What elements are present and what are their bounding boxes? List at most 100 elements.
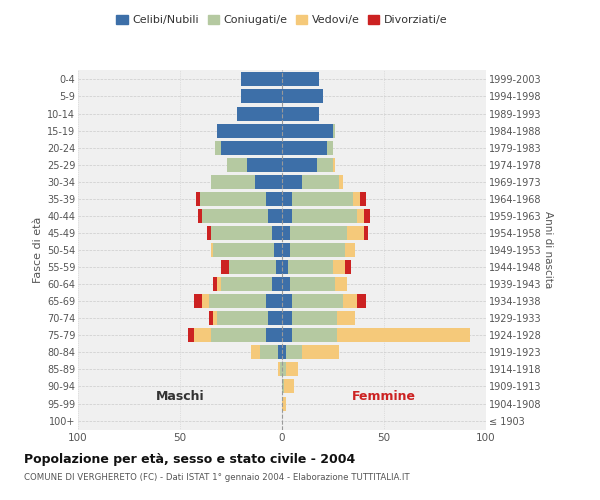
Bar [282,277,290,291]
Bar [339,175,343,188]
Bar [280,362,282,376]
Bar [221,260,229,274]
Text: Maschi: Maschi [155,390,205,403]
Bar [337,312,355,325]
Bar [206,226,211,240]
Bar [229,260,276,274]
Bar [282,124,333,138]
Bar [272,277,282,291]
Text: Popolazione per età, sesso e stato civile - 2004: Popolazione per età, sesso e stato civil… [24,452,355,466]
Bar [282,328,292,342]
Bar [364,226,368,240]
Bar [227,158,247,172]
Bar [217,124,282,138]
Bar [196,192,200,206]
Bar [282,243,290,257]
Bar [282,346,286,360]
Bar [282,294,292,308]
Bar [212,277,217,291]
Bar [241,90,282,104]
Bar [282,72,319,86]
Bar [200,192,266,206]
Bar [278,346,282,360]
Bar [345,260,352,274]
Bar [202,294,209,308]
Bar [194,294,202,308]
Bar [209,294,266,308]
Bar [268,209,282,223]
Bar [333,260,345,274]
Bar [282,209,292,223]
Bar [266,328,282,342]
Bar [237,106,282,120]
Bar [290,277,335,291]
Bar [333,158,335,172]
Bar [282,106,319,120]
Bar [290,243,345,257]
Bar [284,380,294,394]
Bar [364,209,370,223]
Bar [302,175,339,188]
Bar [276,260,282,274]
Bar [199,209,202,223]
Bar [282,226,290,240]
Bar [282,312,292,325]
Legend: Celibi/Nubili, Coniugati/e, Vedovi/e, Divorziati/e: Celibi/Nubili, Coniugati/e, Vedovi/e, Di… [112,10,452,30]
Bar [282,90,323,104]
Bar [211,226,272,240]
Bar [347,226,364,240]
Bar [292,209,358,223]
Bar [211,243,212,257]
Bar [256,175,282,188]
Bar [221,140,282,154]
Bar [278,362,280,376]
Bar [211,175,256,188]
Bar [266,192,282,206]
Bar [209,312,212,325]
Bar [353,192,359,206]
Bar [221,277,272,291]
Bar [337,328,470,342]
Bar [215,140,221,154]
Bar [272,226,282,240]
Bar [217,277,221,291]
Bar [282,362,286,376]
Bar [358,294,365,308]
Y-axis label: Anni di nascita: Anni di nascita [542,212,553,288]
Bar [282,380,284,394]
Bar [282,175,302,188]
Bar [212,312,217,325]
Bar [282,260,288,274]
Bar [251,346,260,360]
Bar [292,312,337,325]
Bar [359,192,365,206]
Bar [211,328,266,342]
Bar [268,312,282,325]
Bar [290,226,347,240]
Bar [188,328,194,342]
Bar [212,243,274,257]
Bar [282,140,327,154]
Bar [282,192,292,206]
Text: Femmine: Femmine [352,390,416,403]
Bar [327,140,333,154]
Bar [286,346,302,360]
Bar [292,328,337,342]
Bar [282,396,286,410]
Bar [333,124,335,138]
Bar [345,243,355,257]
Bar [260,346,278,360]
Bar [302,346,339,360]
Bar [202,209,268,223]
Bar [358,209,364,223]
Bar [274,243,282,257]
Bar [282,158,317,172]
Bar [288,260,333,274]
Text: COMUNE DI VERGHERETO (FC) - Dati ISTAT 1° gennaio 2004 - Elaborazione TUTTITALIA: COMUNE DI VERGHERETO (FC) - Dati ISTAT 1… [24,472,410,482]
Bar [335,277,347,291]
Bar [217,312,268,325]
Bar [317,158,333,172]
Bar [343,294,358,308]
Bar [266,294,282,308]
Bar [292,294,343,308]
